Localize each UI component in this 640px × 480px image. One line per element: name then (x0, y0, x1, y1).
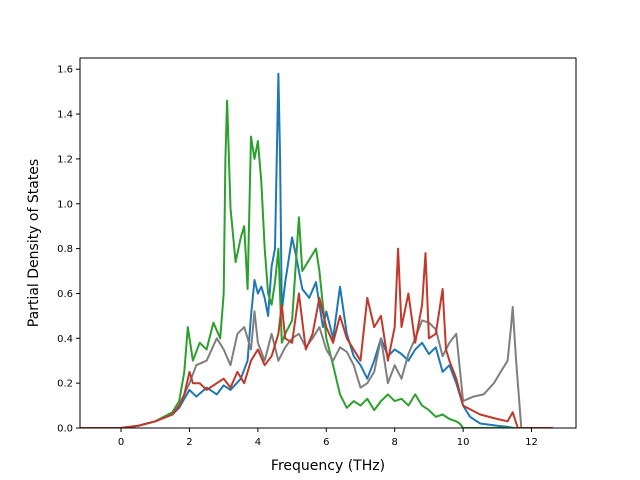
x-tick-label: 6 (323, 437, 329, 448)
y-tick-label: 0.0 (57, 424, 73, 435)
y-tick-label: 1.2 (57, 154, 73, 165)
x-tick-label: 0 (118, 437, 124, 448)
x-axis-label: Frequency (THz) (271, 458, 385, 474)
y-tick-label: 1.4 (57, 110, 73, 121)
series-layer (80, 72, 554, 428)
x-tick-label: 8 (392, 437, 398, 448)
plot-area: 0 2 4 6 8 10 12 0.0 0.2 0.4 0.6 0.8 1.0 1.2 1.4 1.6 (57, 57, 577, 448)
y-axis-label: Partial Density of States (26, 159, 42, 327)
series-line-3 (80, 305, 554, 428)
series-line-2 (80, 99, 554, 428)
y-tick-label: 0.8 (57, 244, 73, 255)
x-tick-label: 2 (186, 437, 192, 448)
plot-frame (79, 57, 577, 429)
y-axis-ticks: 0.0 0.2 0.4 0.6 0.8 1.0 1.2 1.4 1.6 (57, 65, 80, 435)
y-tick-label: 1.6 (57, 65, 73, 76)
x-tick-label: 4 (255, 437, 261, 448)
x-tick-label: 12 (525, 437, 538, 448)
x-tick-label: 10 (457, 437, 470, 448)
x-axis-ticks: 0 2 4 6 8 10 12 (118, 428, 538, 448)
y-tick-label: 1.0 (57, 199, 73, 210)
y-tick-label: 0.6 (57, 289, 73, 300)
y-tick-label: 0.4 (57, 334, 73, 345)
y-tick-label: 0.2 (57, 379, 73, 390)
series-line-1 (80, 72, 554, 428)
series-line-4 (80, 247, 554, 428)
